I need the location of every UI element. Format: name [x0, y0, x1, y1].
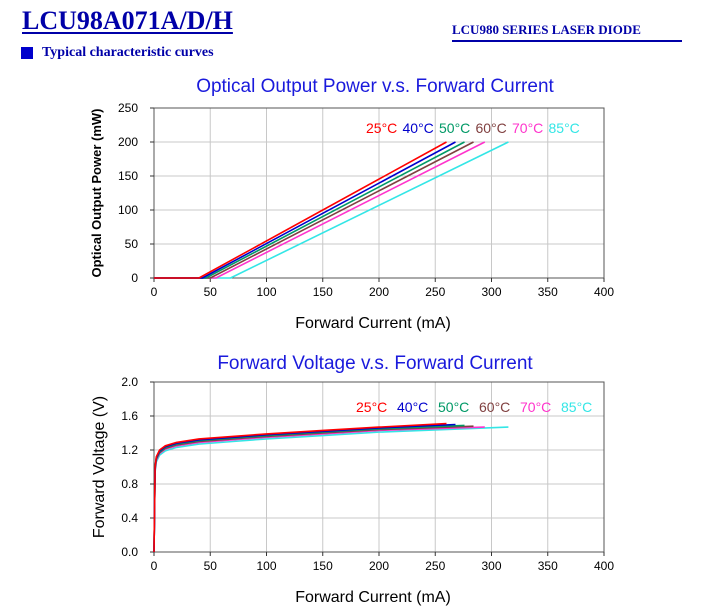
chart1-legend-entry: 70°C	[512, 120, 543, 136]
chart1-legend-entry: 60°C	[476, 120, 507, 136]
chart2-legend-entry: 60°C	[479, 399, 510, 415]
chart1-x-tick-label: 300	[481, 285, 501, 299]
chart2-y-axis-label: Forward Voltage (V)	[91, 396, 108, 538]
chart2-y-tick-label: 1.2	[121, 443, 138, 457]
chart1-x-tick-label: 0	[151, 285, 158, 299]
chart2-legend-entry: 50°C	[438, 399, 469, 415]
chart2-legend-entry: 40°C	[397, 399, 428, 415]
chart2-legend-entry: 25°C	[356, 399, 387, 415]
chart2-y-tick-label: 0.4	[121, 511, 138, 525]
chart1-y-tick-label: 0	[131, 271, 138, 285]
header-rule	[452, 40, 682, 42]
series-name: LCU980 SERIES LASER DIODE	[452, 22, 641, 37]
section-title: Typical characteristic curves	[42, 45, 214, 60]
chart2-x-tick-label: 100	[256, 559, 276, 573]
chart1-legend-entry: 50°C	[439, 120, 470, 136]
page-header: LCU98A071A/D/H LCU980 SERIES LASER DIODE…	[0, 0, 704, 60]
chart2-series-line	[153, 422, 447, 553]
chart2-x-tick-label: 250	[425, 559, 445, 573]
chart1-title: Optical Output Power v.s. Forward Curren…	[196, 76, 554, 97]
chart2-x-tick-label: 350	[538, 559, 558, 573]
chart2-y-tick-label: 0.0	[121, 545, 138, 559]
chart1-y-tick-label: 200	[118, 135, 138, 149]
chart2-legend-entry: 85°C	[561, 399, 592, 415]
chart1-x-tick-label: 50	[204, 285, 218, 299]
chart1-x-tick-label: 350	[538, 285, 558, 299]
chart2-x-tick-label: 200	[369, 559, 389, 573]
chart1-x-tick-label: 150	[313, 285, 333, 299]
chart2-x-tick-label: 400	[594, 559, 614, 573]
chart1-y-tick-label: 50	[125, 237, 139, 251]
chart1-x-tick-label: 250	[425, 285, 445, 299]
chart2-series-line	[153, 426, 509, 553]
chart2-series-line	[153, 425, 474, 553]
chart2-x-tick-label: 300	[481, 559, 501, 573]
chart1-y-tick-label: 150	[118, 169, 138, 183]
chart2-x-tick-label: 150	[313, 559, 333, 573]
chart1-legend-entry: 85°C	[549, 120, 580, 136]
part-number-title: LCU98A071A/D/H	[22, 6, 233, 35]
chart1-y-tick-label: 100	[118, 203, 138, 217]
chart1-x-tick-label: 200	[369, 285, 389, 299]
section-marker-icon	[21, 47, 33, 59]
chart1-x-tick-label: 400	[594, 285, 614, 299]
chart1-y-tick-label: 250	[118, 101, 138, 115]
chart2-title: Forward Voltage v.s. Forward Current	[217, 353, 533, 374]
chart2-y-tick-label: 0.8	[121, 477, 138, 491]
chart1-series-line	[154, 141, 447, 279]
chart1-x-tick-label: 100	[256, 285, 276, 299]
chart2-x-tick-label: 50	[204, 559, 218, 573]
chart2-x-axis-label: Forward Current (mA)	[295, 589, 451, 606]
chart1-y-axis-label: Optical Output Power (mW)	[89, 109, 104, 278]
chart2-legend-entry: 70°C	[520, 399, 551, 415]
chart1-legend-entry: 25°C	[366, 120, 397, 136]
chart2-y-tick-label: 1.6	[121, 409, 138, 423]
chart2-x-tick-label: 0	[151, 559, 158, 573]
chart2-y-tick-label: 2.0	[121, 375, 138, 389]
chart1-legend-entry: 40°C	[403, 120, 434, 136]
chart1-x-axis-label: Forward Current (mA)	[295, 315, 451, 332]
